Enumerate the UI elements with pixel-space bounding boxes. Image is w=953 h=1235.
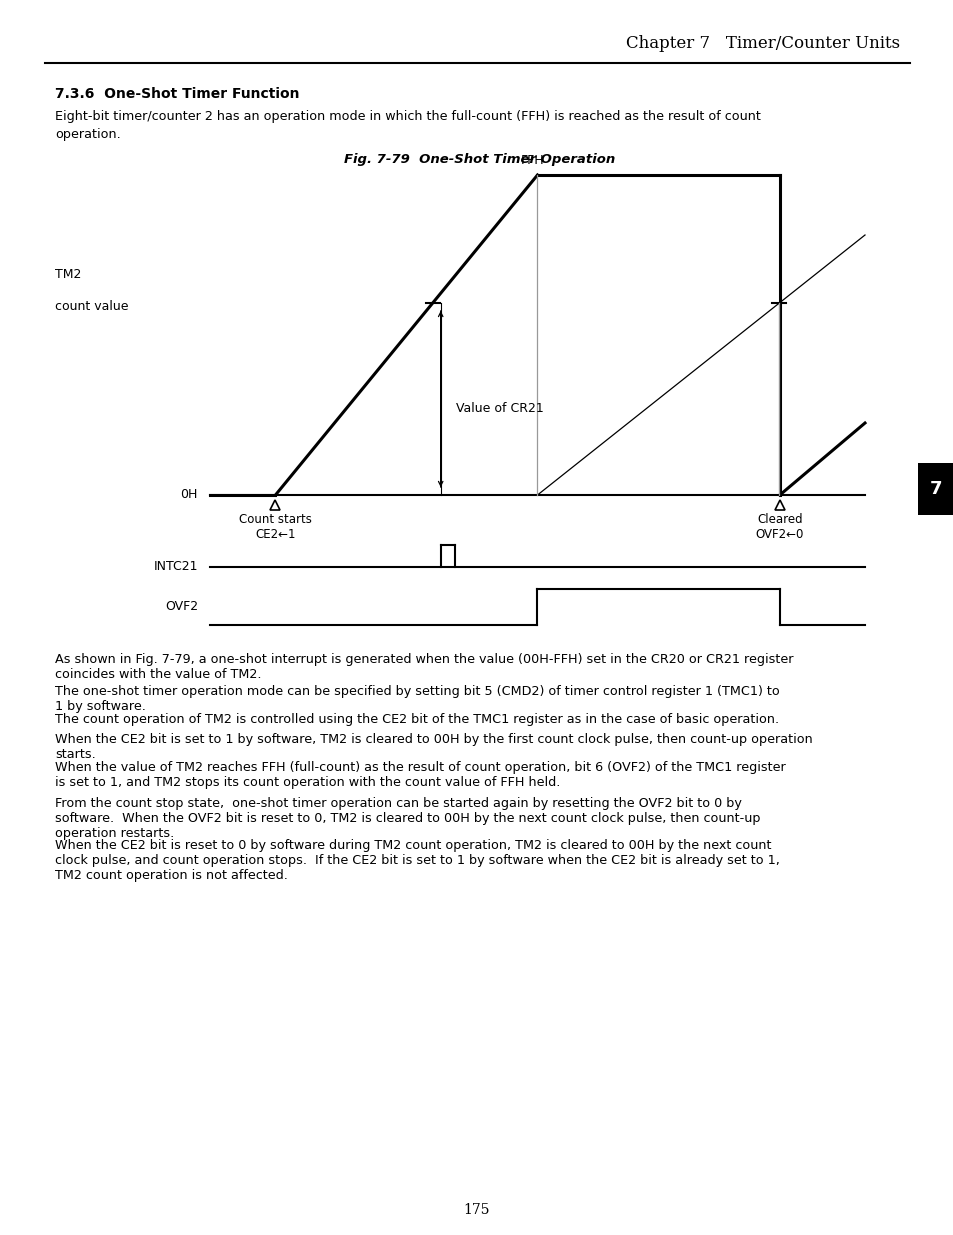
Text: 0H: 0H xyxy=(180,489,198,501)
Text: Cleared: Cleared xyxy=(757,513,801,526)
Text: Fig. 7-79  One-Shot Timer Operation: Fig. 7-79 One-Shot Timer Operation xyxy=(344,153,615,165)
Text: OVF2←0: OVF2←0 xyxy=(755,529,803,541)
Text: When the value of TM2 reaches FFH (full-count) as the result of count operation,: When the value of TM2 reaches FFH (full-… xyxy=(55,761,785,789)
Text: 175: 175 xyxy=(463,1203,490,1216)
Text: TM2: TM2 xyxy=(55,268,81,282)
Text: When the CE2 bit is reset to 0 by software during TM2 count operation, TM2 is cl: When the CE2 bit is reset to 0 by softwa… xyxy=(55,839,779,882)
Text: When the CE2 bit is set to 1 by software, TM2 is cleared to 00H by the first cou: When the CE2 bit is set to 1 by software… xyxy=(55,734,812,761)
Text: Count starts: Count starts xyxy=(239,513,312,526)
Text: count value: count value xyxy=(55,300,129,314)
Text: Eight-bit timer/counter 2 has an operation mode in which the full-count (FFH) is: Eight-bit timer/counter 2 has an operati… xyxy=(55,110,760,124)
Text: INTC21: INTC21 xyxy=(153,561,198,573)
Text: CE2←1: CE2←1 xyxy=(255,529,295,541)
Text: FFH: FFH xyxy=(520,154,544,167)
Text: Value of CR21: Value of CR21 xyxy=(456,403,543,415)
Bar xyxy=(917,463,953,515)
Text: From the count stop state,  one-shot timer operation can be started again by res: From the count stop state, one-shot time… xyxy=(55,797,760,840)
Text: operation.: operation. xyxy=(55,128,121,141)
Text: OVF2: OVF2 xyxy=(165,600,198,614)
Text: 7: 7 xyxy=(929,480,942,498)
Text: The one-shot timer operation mode can be specified by setting bit 5 (CMD2) of ti: The one-shot timer operation mode can be… xyxy=(55,685,779,713)
Text: As shown in Fig. 7-79, a one-shot interrupt is generated when the value (00H-FFH: As shown in Fig. 7-79, a one-shot interr… xyxy=(55,653,793,680)
Text: Chapter 7   Timer/Counter Units: Chapter 7 Timer/Counter Units xyxy=(625,35,899,52)
Text: The count operation of TM2 is controlled using the CE2 bit of the TMC1 register : The count operation of TM2 is controlled… xyxy=(55,713,779,726)
Text: 7.3.6  One-Shot Timer Function: 7.3.6 One-Shot Timer Function xyxy=(55,86,299,101)
